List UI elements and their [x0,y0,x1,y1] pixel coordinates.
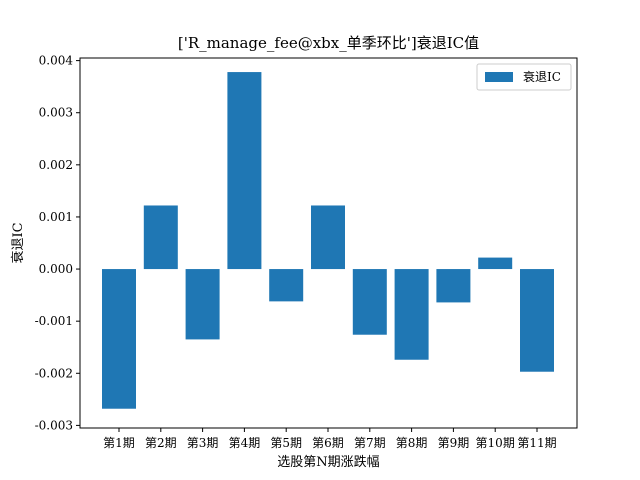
legend-frame [476,63,572,91]
y-tick-label: -0.003 [35,418,73,432]
y-tick-label: 0.000 [39,262,73,276]
y-tick-label: -0.001 [35,314,73,328]
y-tick-label: 0.003 [39,106,73,120]
y-tick-label: 0.001 [39,210,73,224]
x-axis-title: 选股第N期涨跌幅 [277,454,379,470]
chart-title: ['R_manage_fee@xbx_单季环比']衰退IC值 [178,34,479,52]
x-tick-label: 第7期 [354,436,386,450]
legend: 衰退IC [476,63,572,91]
bar-2 [143,205,178,270]
bar-7 [352,269,387,335]
bar-5 [269,269,304,302]
bar-10 [478,257,513,270]
bar-4 [227,72,262,270]
y-tick-label: 0.002 [39,158,73,172]
y-tick-label: 0.004 [39,54,74,68]
x-tick-label: 第3期 [187,436,219,450]
x-tick-label: 第8期 [396,436,428,450]
x-tick-label: 第10期 [476,436,515,450]
x-tick-label: 第6期 [312,436,344,450]
x-tick-label: 第9期 [438,436,470,450]
legend-swatch [485,72,513,82]
x-tick-label: 第1期 [103,436,135,450]
bar-3 [185,269,220,340]
bar-8 [394,269,429,360]
bar-9 [436,269,471,303]
y-tick-label: -0.002 [35,366,73,380]
x-tick-label: 第2期 [145,436,177,450]
y-axis-title: 衰退IC [10,222,26,263]
bar-6 [311,205,345,270]
x-tick-label: 第11期 [517,436,556,450]
bar-11 [520,269,554,372]
x-tick-label: 第4期 [229,436,261,450]
plot-area: -0.003 -0.002 -0.001 0.000 0.001 0.002 0.003 0.… [35,54,578,450]
bar-1 [102,269,136,409]
x-tick-label: 第5期 [270,436,302,450]
legend-label: 衰退IC [523,69,561,84]
